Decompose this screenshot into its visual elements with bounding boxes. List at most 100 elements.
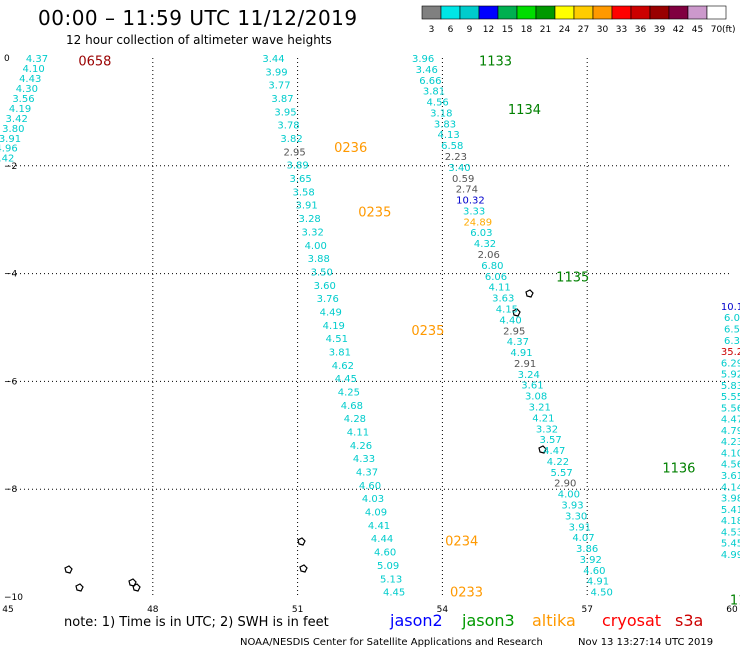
island-outline xyxy=(297,537,306,546)
color-scale-swatch xyxy=(630,5,651,20)
track-value-label: 3.93 xyxy=(561,500,583,511)
color-scale-label: 42 xyxy=(673,25,684,35)
time-label: 1134 xyxy=(508,103,541,118)
legend-entry: altika xyxy=(532,611,576,630)
track-value-label: 4.33 xyxy=(353,454,375,465)
track-value-label: 2.95 xyxy=(503,326,525,337)
x-tick-label: 45 xyxy=(2,605,13,615)
island-outline xyxy=(512,308,521,317)
color-scale-label: 24 xyxy=(559,25,571,35)
track-value-label: 3.91 xyxy=(569,522,591,533)
island-outline xyxy=(75,583,84,592)
color-scale-label: 21 xyxy=(540,25,551,35)
track-value-label: 6.66 xyxy=(419,76,441,87)
track-value-label: 3.08 xyxy=(525,392,547,403)
track-value-label: 6.5 xyxy=(724,324,740,335)
color-scale-swatch xyxy=(668,5,689,20)
track-value-label: 3.76 xyxy=(317,294,339,305)
legend-entry: s3a xyxy=(675,611,703,630)
legend-entry: jason2 xyxy=(389,611,443,630)
color-scale-label: 9 xyxy=(467,25,473,35)
track-value-label: 4.60 xyxy=(583,566,605,577)
track-value-label: 4.00 xyxy=(558,490,580,501)
track-value-label: 4.56 xyxy=(721,460,740,471)
track-value-label: 4.37 xyxy=(507,337,529,348)
track-value-label: 4.19 xyxy=(9,104,31,115)
time-label: 0235 xyxy=(411,324,444,339)
track-value-label: 4.21 xyxy=(532,413,554,424)
color-scale-swatch xyxy=(535,5,556,20)
track-value-label: 4.11 xyxy=(347,428,369,439)
x-tick-label: 57 xyxy=(581,605,592,615)
track-value-label: 2.06 xyxy=(478,250,500,261)
credit-text: NOAA/NESDIS Center for Satellite Applica… xyxy=(240,637,543,648)
track-value-label: 4.10 xyxy=(721,448,740,459)
track-value-label: 4.79 xyxy=(721,426,740,437)
track-value-label: 2.95 xyxy=(283,147,305,158)
track-value-label: 4.45 xyxy=(383,588,405,599)
track-value-label: 4.96 xyxy=(0,144,18,155)
y-tick-label: −4 xyxy=(4,270,18,280)
track-value-label: 3.89 xyxy=(286,161,308,172)
track-value-label: 6.58 xyxy=(441,141,463,152)
time-label: 0658 xyxy=(78,55,111,70)
track-value-label: 4.30 xyxy=(16,84,38,95)
track-value-label: 5.55 xyxy=(721,392,740,403)
track-value-label: 3.61 xyxy=(721,471,740,482)
chart-subtitle: 12 hour collection of altimeter wave hei… xyxy=(66,33,332,47)
time-labels: 0658 1133 1134 0236 0235 1135 0235 1136 0234 0233… xyxy=(78,55,740,609)
color-scale-swatch xyxy=(459,5,480,20)
track-value-label: 3.57 xyxy=(540,435,562,446)
chart-grid xyxy=(8,58,732,597)
legend-entry: jason3 xyxy=(461,611,515,630)
track-value-label: 5.83 xyxy=(721,381,740,392)
color-scale-label: 30 xyxy=(597,25,609,35)
track-value-label: 4.49 xyxy=(320,307,342,318)
island-outline xyxy=(299,564,308,573)
color-scale-swatch xyxy=(649,5,670,20)
track-value-label: 3.82 xyxy=(280,134,302,145)
track-value-label: 3.21 xyxy=(529,402,551,413)
color-scale-swatch xyxy=(516,5,537,20)
track-value-label: 4.22 xyxy=(547,457,569,468)
axis-tick-labels: 45 48 51 54 57 60 0 −2 −4 −6 −8 −10 xyxy=(2,54,738,615)
track-value-label: 4.47 xyxy=(543,446,565,457)
track-value-label: 4.91 xyxy=(587,577,609,588)
track-value-label: 4.11 xyxy=(488,283,510,294)
x-tick-label: 51 xyxy=(292,605,303,615)
color-scale-swatch xyxy=(554,5,575,20)
track-value-label: 4.00 xyxy=(305,241,327,252)
y-tick-label: −6 xyxy=(4,377,18,387)
track-value-label: 10.32 xyxy=(456,196,485,207)
track-value-label: 0.59 xyxy=(452,174,474,185)
coastline-islands xyxy=(64,289,547,592)
legend-entry: cryosat xyxy=(602,611,661,630)
y-tick-label: 0 xyxy=(4,54,10,64)
time-label: 1136 xyxy=(662,462,695,477)
track-value-label: 4.26 xyxy=(350,441,372,452)
color-scale-label: 45 xyxy=(692,25,703,35)
color-scale-swatch xyxy=(478,5,499,20)
time-label: 0235 xyxy=(358,206,391,221)
track-value-label: 4.23 xyxy=(721,437,740,448)
track-value-label: 5.92 xyxy=(721,370,740,381)
track-value-label: 3.63 xyxy=(492,294,514,305)
track-value-label: 3.24 xyxy=(518,370,540,381)
time-label: 1137 xyxy=(730,594,740,609)
x-tick-label: 48 xyxy=(147,605,159,615)
island-outline xyxy=(128,578,137,587)
track-value-label: 4.18 xyxy=(721,516,740,527)
track-value-label: 3.28 xyxy=(299,214,321,225)
x-tick-label: 60 xyxy=(726,605,738,615)
time-label: 0233 xyxy=(450,586,483,601)
track-value-label: 3.87 xyxy=(271,94,293,105)
track-value-label: 4.43 xyxy=(19,74,41,85)
track-value-label: 4.37 xyxy=(26,54,48,65)
track-value-label: 3.32 xyxy=(302,227,324,238)
color-scale-swatch xyxy=(497,5,518,20)
track-value-label: 35.2 xyxy=(721,347,740,358)
track-value-label: 3.40 xyxy=(448,163,470,174)
y-tick-label: −10 xyxy=(4,593,23,603)
track-value-label: 3.60 xyxy=(314,281,336,292)
